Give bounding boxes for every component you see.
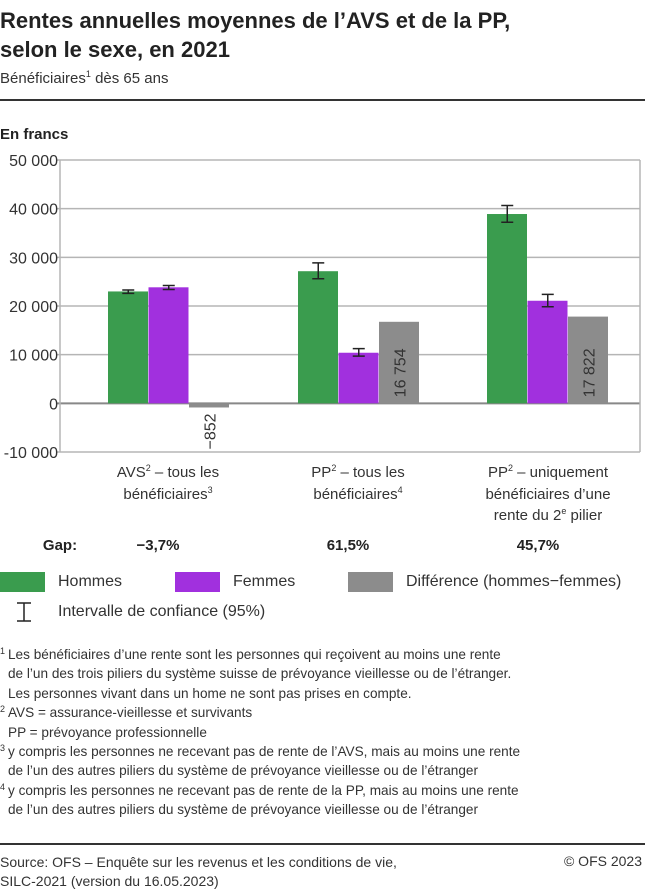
divider: [0, 99, 645, 101]
error-bar: [162, 284, 175, 291]
x-tick-label-line: bénéficiaires3: [73, 484, 263, 506]
chart-subtitle: Bénéficiaires1 dès 65 ans: [0, 69, 169, 88]
x-tick-label-line: PP2 – uniquement: [453, 462, 643, 484]
chart-title: Rentes annuelles moyennes de l’AVS et de…: [0, 6, 640, 64]
x-tick-label: AVS2 – tous les bénéficiaires3: [73, 462, 263, 505]
footnote-text: PP = prévoyance professionnelle: [8, 724, 207, 740]
error-bar: [352, 347, 365, 357]
footnote-ref: 2: [331, 463, 337, 473]
footnote-text: Les personnes vivant dans un home ne son…: [8, 685, 412, 701]
subtitle-rest: dès 65 ans: [90, 70, 169, 87]
y-tick-label: 50 000: [9, 153, 58, 170]
y-tick-label: -10 000: [4, 445, 58, 462]
source-line: Source: OFS – Enquête sur les revenus et…: [0, 854, 397, 870]
bar-différence: [379, 321, 419, 404]
legend-label-femmes: Femmes: [233, 573, 296, 590]
x-tick-label-line: bénéficiaires d’une: [453, 484, 643, 506]
legend-swatch-difference: [348, 572, 393, 592]
label-text: pilier: [566, 507, 603, 524]
label-text: PP: [487, 464, 508, 481]
data-label: −852: [202, 413, 219, 449]
y-tick-label: 30 000: [9, 250, 58, 267]
footnote-ref: 4: [397, 484, 403, 495]
footnote-ref: 2: [507, 463, 513, 473]
x-tick-label: PP2 – tous les bénéficiaires4: [263, 462, 453, 505]
footnote-line: de l’un des autres piliers du système de…: [0, 800, 520, 819]
gap-label: Gap:: [42, 537, 78, 554]
bar-différence: [568, 316, 608, 404]
subtitle-sup: 1: [85, 69, 91, 79]
footnote-text: de l’un des autres piliers du système de…: [8, 802, 478, 818]
error-bar: [122, 289, 135, 295]
title-line: Rentes annuelles moyennes de l’AVS et de…: [0, 8, 511, 33]
label-text: – tous les: [150, 464, 220, 481]
footnote-line: 1 Les bénéficiaires d’une rente sont les …: [0, 646, 501, 663]
footnote-text: Les bénéficiaires d’une rente sont les p…: [8, 647, 501, 662]
bar-chart: 50 000 40 000 30 000 20 000 10 000 0 -10 000 −8…: [4, 153, 641, 462]
y-tick-label: 20 000: [9, 299, 58, 316]
label-text: – uniquement: [512, 464, 609, 481]
footnote-text: de l’un des trois piliers du système sui…: [8, 666, 512, 682]
label-text: bénéficiaires: [313, 485, 398, 503]
footnote-text: de l’un des autres piliers du système de…: [8, 763, 478, 779]
gap-value: 45,7%: [516, 537, 560, 554]
footnote-text: AVS = assurance-vieillesse et survivants: [8, 705, 253, 721]
data-label: 16 754: [392, 348, 409, 397]
y-tick-label: 10 000: [9, 348, 58, 365]
footnote-line: de l’un des autres piliers du système de…: [0, 761, 520, 780]
gap-value: −3,7%: [136, 537, 180, 554]
footnote-ref: 2: [145, 463, 151, 473]
subtitle-text: Bénéficiaires: [0, 70, 86, 87]
label-text: – tous les: [336, 464, 405, 481]
divider: [0, 843, 645, 845]
x-tick-label: PP2 – uniquement bénéficiaires d’une rente…: [453, 462, 643, 527]
footnote-ref: e: [561, 506, 567, 516]
copyright: © OFS 2023: [563, 853, 642, 869]
y-axis-label: En francs: [0, 126, 69, 143]
bar-femmes: [527, 300, 568, 404]
legend-label-hommes: Hommes: [58, 573, 123, 590]
legend-label-difference: Différence (hommes−femmes): [406, 573, 622, 590]
error-bar: [541, 293, 554, 308]
label-text: bénéficiaires d’une: [485, 485, 611, 503]
confidence-interval-icon: [17, 602, 31, 622]
y-tick-label: 0: [49, 396, 58, 413]
x-tick-label-line: bénéficiaires4: [263, 484, 453, 506]
label-text: bénéficiaires: [123, 485, 208, 503]
footnotes: 1 Les bénéficiaires d’une rente sont les …: [0, 645, 520, 820]
bar-différence: [189, 403, 229, 408]
bar-hommes: [298, 271, 338, 404]
error-bar: [312, 262, 325, 280]
bar-femmes: [338, 352, 379, 404]
footnote-text: y compris les personnes ne recevant pas …: [8, 744, 521, 760]
data-label: 17 822: [581, 348, 598, 397]
footnote-line: de l’un des trois piliers du système sui…: [0, 664, 520, 683]
source: Source: OFS – Enquête sur les revenus et…: [0, 853, 397, 891]
error-bar: [501, 204, 514, 224]
legend-swatch-femmes: [175, 572, 220, 592]
label-text: PP: [311, 464, 332, 481]
x-tick-label-line: AVS2 – tous les: [73, 462, 263, 484]
x-tick-label-line: rente du 2e pilier: [453, 505, 643, 527]
legend-swatch-hommes: [0, 572, 45, 592]
bar-hommes: [108, 291, 148, 404]
footnote-line: Les personnes vivant dans un home ne son…: [0, 684, 520, 703]
footnote-line: PP = prévoyance professionnelle: [0, 723, 520, 742]
source-line: SILC-2021 (version du 16.05.2023): [0, 873, 219, 889]
gap-value: 61,5%: [326, 537, 370, 554]
footnote-text: y compris les personnes ne recevant pas …: [8, 782, 519, 798]
x-tick-label-line: PP2 – tous les: [263, 462, 453, 484]
bar-hommes: [487, 214, 527, 404]
footnote-line: 2 AVS = assurance-vieillesse et survivant…: [0, 704, 253, 721]
bar-femmes: [148, 287, 189, 404]
title-line: selon le sexe, en 2021: [0, 37, 230, 62]
legend-label-ci: Intervalle de confiance (95%): [58, 603, 266, 620]
y-tick-label: 40 000: [9, 202, 58, 219]
label-text: AVS: [116, 464, 146, 481]
label-text: rente du 2: [493, 507, 562, 524]
footnote-ref: 3: [207, 484, 213, 495]
